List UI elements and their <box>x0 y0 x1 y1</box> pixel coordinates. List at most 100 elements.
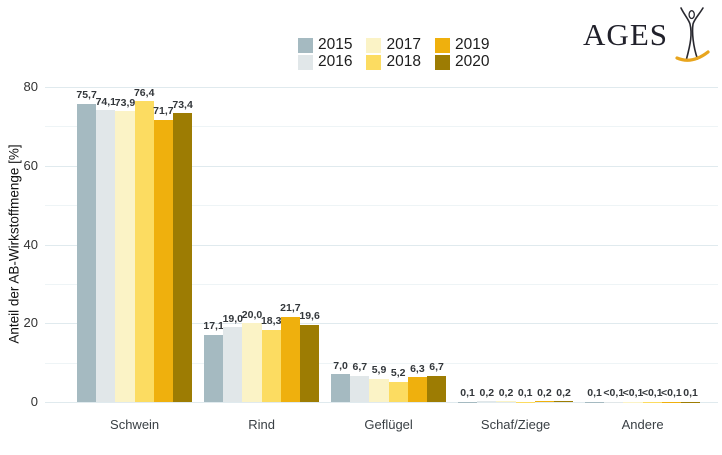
bar-value-label: 0,2 <box>556 386 571 399</box>
bar-value-label: 75,7 <box>76 89 97 102</box>
bar-value-label: 0,2 <box>498 386 514 399</box>
bar-group-schaf-ziege: 0,1 0,2 0,2 0,1 0,2 0,2 <box>458 87 574 402</box>
legend-column: 2019 2020 <box>434 36 490 71</box>
y-tick-label: 20 <box>23 315 38 331</box>
bar-value-label: 0,1 <box>517 387 533 400</box>
bar-value-label: 71,7 <box>153 105 174 118</box>
legend-item-2015: 2015 <box>298 37 352 53</box>
category-label-schaf-ziege: Schaf/Ziege <box>480 417 551 432</box>
bar-value-label: 19,0 <box>222 312 244 325</box>
bar-value-label: 0,1 <box>683 387 698 400</box>
bar-value-label: 73,9 <box>114 96 136 109</box>
bar-value-label: 6,7 <box>429 361 444 374</box>
bar-value-label: 0,2 <box>537 386 552 399</box>
legend-item-2020: 2020 <box>434 53 490 71</box>
bar-schwein-2016 <box>96 110 116 402</box>
legend-item-2019: 2019 <box>434 36 490 54</box>
legend-label: 2017 <box>386 36 421 54</box>
bar-schaf-ziege-2016 <box>477 401 497 402</box>
legend-label: 2019 <box>454 36 490 54</box>
gridline <box>45 165 718 167</box>
gridline <box>45 362 718 364</box>
bar-value-label: 6,3 <box>410 362 425 375</box>
bar-group-andere: 0,1 <0,1 <0,1 <0,1 <0,1 0,1 <box>585 87 701 402</box>
category-label-gefl-gel: Geflügel <box>364 417 413 432</box>
bar-value-label: 18,3 <box>260 315 282 328</box>
bar-value-label: 6,7 <box>352 361 368 374</box>
y-tick-label: 40 <box>23 236 38 252</box>
bar-schwein-2020 <box>173 113 193 402</box>
bar-value-label: 21,7 <box>280 302 301 315</box>
bar-gefl-gel-2020 <box>427 375 447 402</box>
bar-value-label: <0,1 <box>661 387 682 400</box>
jumping-person-icon <box>670 6 714 69</box>
bar-group-rind: 17,1 19,0 20,0 18,3 21,7 19,6 <box>203 87 320 402</box>
bar-value-label: 0,2 <box>479 386 495 399</box>
legend-swatch <box>434 54 450 70</box>
bar-value-label: 20,0 <box>241 308 263 321</box>
bar-value-label: 0,1 <box>460 387 475 400</box>
y-tick-label: 60 <box>23 157 38 173</box>
bar-rind-2016 <box>223 327 243 402</box>
bar-gefl-gel-2018 <box>388 381 408 402</box>
legend-label: 2016 <box>318 53 353 71</box>
legend-column: 2017 2018 <box>366 36 421 71</box>
ages-logo: AGES <box>583 6 714 69</box>
bar-value-label: 0,1 <box>587 387 602 400</box>
bar-schwein-2019 <box>153 119 173 402</box>
bar-value-label: 74,1 <box>95 95 117 108</box>
bar-value-label: <0,1 <box>622 387 644 400</box>
legend-item-2017: 2017 <box>366 36 421 54</box>
bar-rind-2018 <box>261 329 281 402</box>
legend-label: 2020 <box>454 53 490 71</box>
bar-value-label: <0,1 <box>603 387 625 400</box>
y-tick-label: 80 <box>23 79 38 94</box>
chart-legend: 2015 2016 2017 2018 2019 2020 <box>298 37 489 70</box>
bar-rind-2019 <box>280 316 300 402</box>
bar-schwein-2018 <box>134 101 154 402</box>
bar-value-label: 5,9 <box>371 364 387 377</box>
gridline <box>45 244 718 246</box>
legend-label: 2015 <box>318 36 353 54</box>
bar-schaf-ziege-2019 <box>534 401 554 402</box>
gridline <box>45 402 718 403</box>
legend-swatch <box>366 54 382 70</box>
bar-group-gefl-gel: 7,0 6,7 5,9 5,2 6,3 6,7 <box>331 87 447 402</box>
bar-value-label: 17,1 <box>203 320 224 333</box>
legend-item-2018: 2018 <box>366 53 421 71</box>
bar-value-label: <0,1 <box>641 387 663 400</box>
legend-swatch <box>298 37 313 53</box>
bar-gefl-gel-2016 <box>350 375 370 402</box>
bar-gefl-gel-2015 <box>331 374 351 402</box>
bar-rind-2017 <box>242 323 262 402</box>
bar-value-label: 19,6 <box>299 310 320 323</box>
legend-swatch <box>434 37 450 53</box>
category-label-schwein: Schwein <box>110 417 160 432</box>
ages-logo-text: AGES <box>583 17 668 52</box>
bar-group-schwein: 75,7 74,1 73,9 76,4 71,7 73,4 <box>76 86 193 402</box>
bar-schaf-ziege-2017 <box>496 401 516 402</box>
bar-value-label: 7,0 <box>333 359 348 372</box>
gridline <box>45 283 718 285</box>
bar-value-label: 73,4 <box>172 98 193 111</box>
legend-label: 2018 <box>386 53 421 71</box>
bar-rind-2015 <box>204 334 224 402</box>
legend-column: 2015 2016 <box>298 37 352 70</box>
gridline <box>45 87 718 88</box>
gridline <box>45 205 718 207</box>
bar-rind-2020 <box>300 324 320 402</box>
bar-schaf-ziege-2020 <box>554 401 574 402</box>
bar-value-label: 76,4 <box>133 86 155 99</box>
bar-value-label: 5,2 <box>390 367 406 380</box>
y-tick-label: 0 <box>30 394 38 409</box>
category-label-rind: Rind <box>248 417 275 432</box>
legend-swatch <box>366 37 382 53</box>
bar-gefl-gel-2017 <box>369 378 389 402</box>
bar-schwein-2015 <box>77 103 97 402</box>
legend-item-2016: 2016 <box>298 54 352 70</box>
gridline <box>45 126 718 128</box>
legend-swatch <box>298 54 313 70</box>
category-label-andere: Andere <box>621 417 664 432</box>
